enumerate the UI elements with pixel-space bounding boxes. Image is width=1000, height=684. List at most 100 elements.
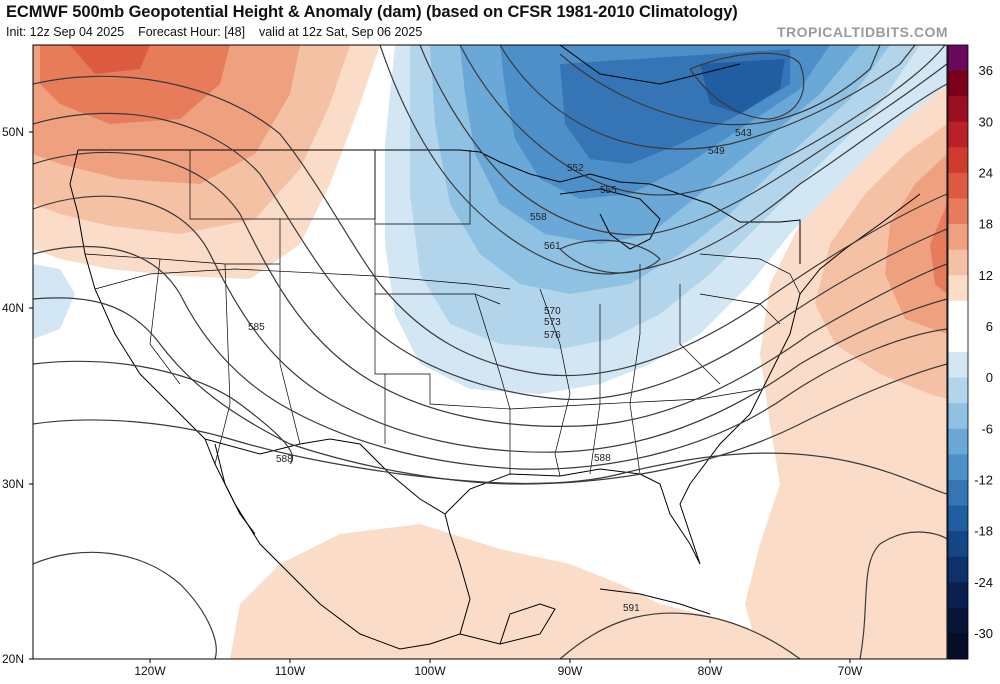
state-line (149, 258, 181, 385)
colorbar-swatch (948, 556, 968, 583)
colorbar-tick-label: 18 (979, 217, 993, 232)
height-contour (419, 45, 947, 236)
colorbar-swatch (948, 428, 968, 455)
lon-label-100w: 100W (414, 664, 446, 678)
state-line (385, 373, 511, 474)
contour-label: 576 (544, 330, 561, 341)
height-contour-588 (33, 419, 947, 495)
colorbar-tick-label: -30 (974, 626, 993, 641)
credit-watermark: TROPICALTIDBITS.COM (776, 24, 948, 40)
cuba (599, 588, 711, 615)
colorbar-swatch (948, 607, 968, 634)
height-contour (33, 195, 947, 453)
height-contour (859, 531, 947, 659)
lon-label-110w: 110W (275, 664, 306, 678)
height-contour (33, 112, 947, 401)
colorbar-swatch (948, 479, 968, 506)
colorbar-border (947, 44, 969, 660)
contour-label: 591 (623, 603, 640, 614)
colorbar-tick-label: -6 (981, 421, 993, 436)
lon-label-90w: 90W (558, 664, 583, 678)
state-line (589, 304, 601, 475)
great-lakes (559, 188, 661, 250)
contour-label: 549 (708, 146, 725, 157)
height-contour (559, 45, 881, 126)
hudson-bay (559, 45, 741, 85)
state-line (214, 263, 231, 465)
map-border (32, 44, 948, 660)
contour-label: 588 (594, 453, 611, 464)
colorbar-swatch (948, 633, 968, 660)
colorbar-swatch (948, 121, 968, 148)
colorbar-swatch (948, 403, 968, 430)
colorbar-swatch (948, 70, 968, 97)
contour-label: 552 (567, 163, 584, 174)
us-canada-border (78, 149, 801, 264)
forecast-hour-label: Forecast Hour: [48] (138, 25, 246, 39)
colorbar-swatch (948, 505, 968, 532)
contour-labels: 543 549 552 555 558 561 570 573 576 585 … (248, 128, 752, 614)
positive-anomaly-atlantic-18 (885, 154, 947, 334)
colorbar-swatch (948, 147, 968, 174)
lat-label-40n: 40N (2, 301, 24, 315)
lon-label-70w: 70W (838, 664, 863, 678)
contour-label: 543 (735, 128, 752, 139)
frame-ticks (29, 44, 948, 663)
height-contour (499, 45, 916, 150)
state-line (629, 264, 641, 475)
colorbar-swatch (948, 531, 968, 558)
state-line (509, 388, 761, 410)
colorbar-swatch (948, 224, 968, 251)
height-contour-inner (558, 239, 661, 274)
contour-label: 561 (544, 241, 561, 252)
colorbar-swatch (948, 249, 968, 276)
init-label: Init: 12z Sep 04 2025 (6, 25, 125, 39)
colorbar-swatch (948, 198, 968, 225)
contour-label: 570 (544, 306, 561, 317)
colorbar-tick-label: 6 (986, 319, 993, 334)
colorbar-tick-label: -18 (974, 524, 993, 539)
lat-label-50n: 50N (2, 125, 24, 139)
colorbar-tick-label: 36 (979, 63, 993, 78)
contour-label: 558 (530, 212, 547, 223)
colorbar-tick-label: -24 (974, 575, 993, 590)
contour-label: 588 (276, 454, 293, 465)
colorbar-tick-label: 12 (979, 268, 993, 283)
height-contour (33, 75, 947, 377)
state-line (374, 150, 386, 444)
baja-california (214, 443, 256, 535)
state-lines (84, 150, 801, 477)
lon-label-120w: 120W (134, 664, 166, 678)
us-east-coast (689, 193, 921, 485)
colorbar-swatch (948, 377, 968, 404)
height-contours (33, 45, 947, 659)
colorbar-swatch (948, 582, 968, 609)
colorbar-tick-label: 24 (979, 165, 993, 180)
height-contour (459, 45, 946, 196)
colorbar-swatch (948, 275, 968, 302)
height-contour (379, 45, 947, 275)
colorbar-swatch (948, 326, 968, 353)
yucatan (459, 603, 556, 645)
positive-anomaly-nw-30 (70, 45, 150, 74)
state-line (94, 268, 511, 290)
colorbar-swatch (948, 454, 968, 481)
us-mexico-border (204, 438, 446, 515)
colorbar-swatch (948, 172, 968, 199)
positive-anomaly-atlantic-24 (930, 204, 947, 294)
mexico-outline (204, 438, 471, 650)
negative-anomaly-core (700, 59, 785, 114)
height-contour-543 (689, 52, 805, 120)
lat-label-30n: 30N (2, 477, 24, 491)
contour-label: 555 (600, 185, 617, 196)
state-line (279, 219, 301, 445)
colorbar-tick-label: 0 (986, 370, 993, 385)
map-area: 50N 40N 30N 20N 120W 110W 100W 90W 80W 7… (0, 44, 1000, 684)
map-title: ECMWF 500mb Geopotential Height & Anomal… (6, 3, 738, 21)
state-line (679, 284, 721, 385)
height-contour-591 (559, 612, 801, 659)
valid-label: valid at 12z Sat, Sep 06 2025 (258, 25, 423, 39)
state-line (375, 150, 471, 225)
colorbar-tick-label: 30 (979, 114, 993, 129)
